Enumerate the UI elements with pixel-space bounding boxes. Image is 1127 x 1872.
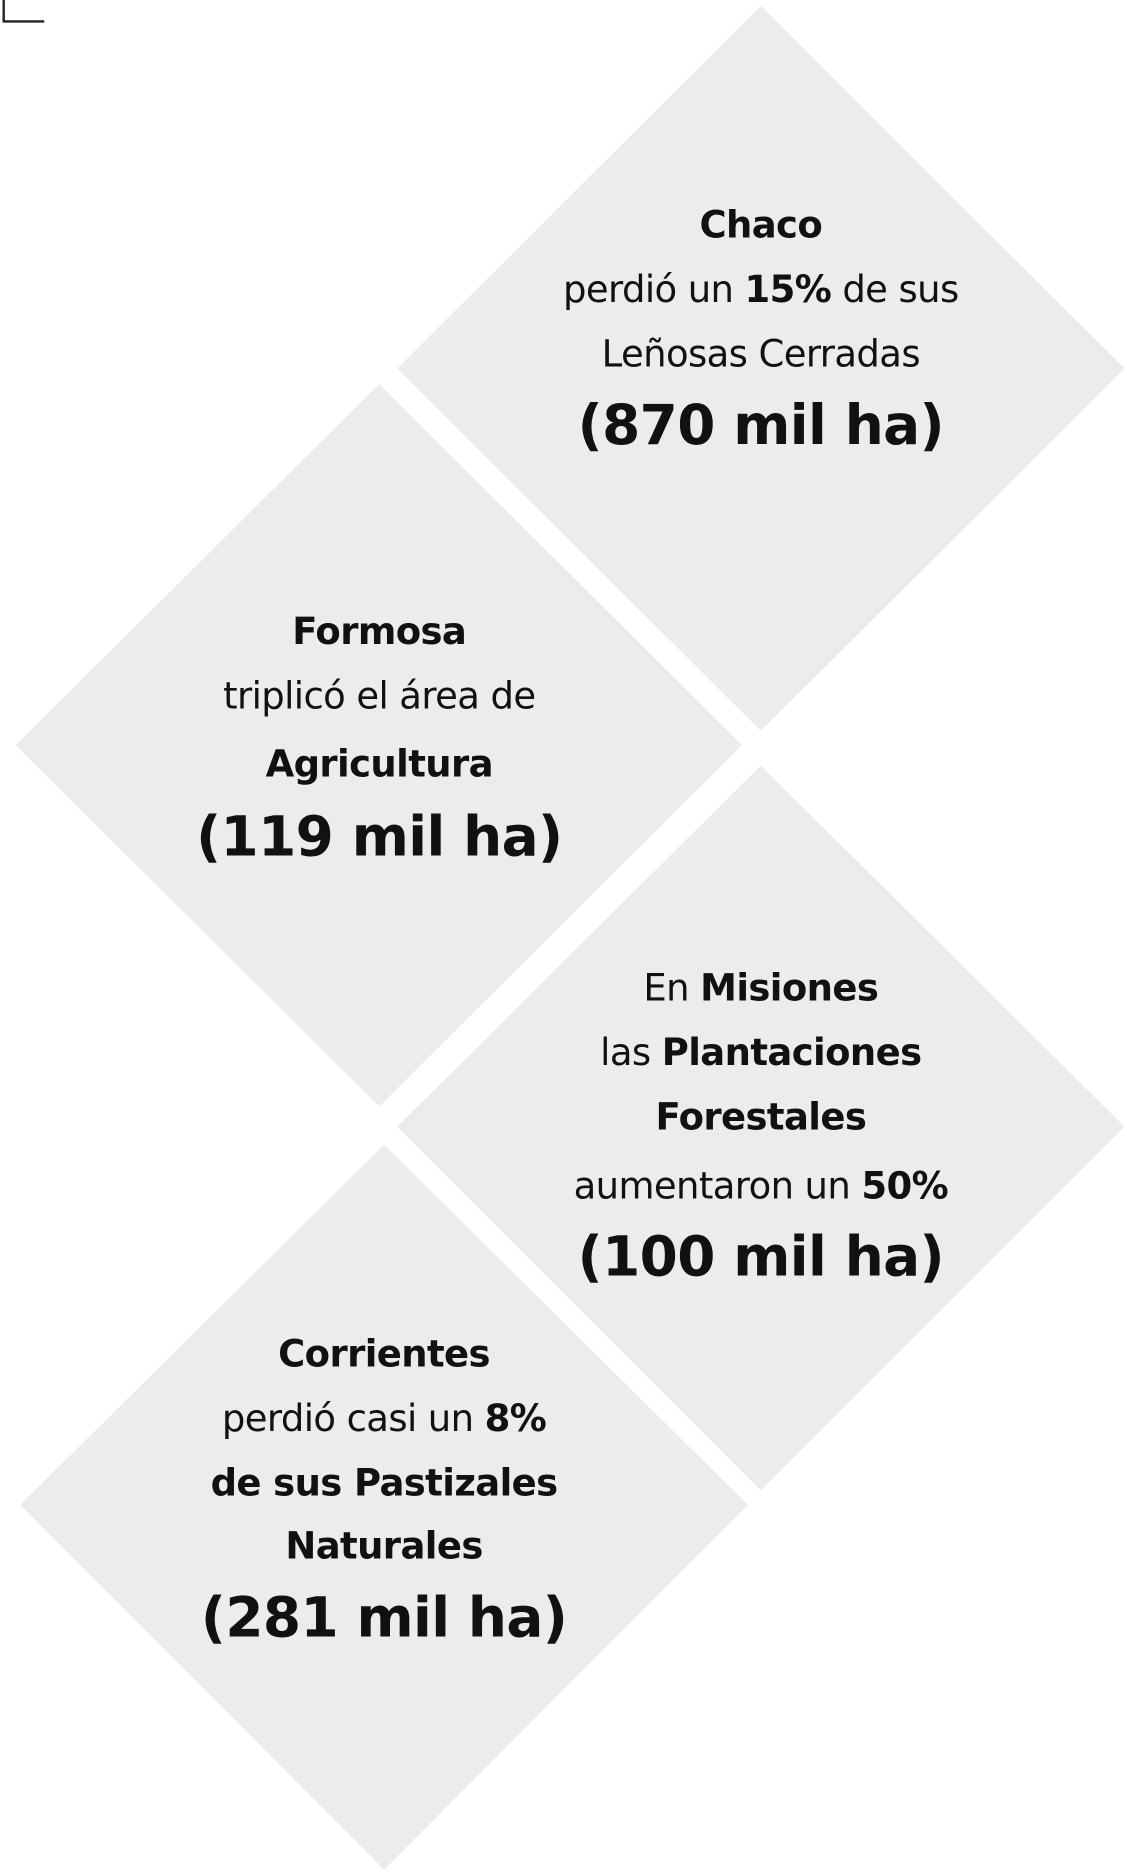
bold-text: Misiones	[700, 966, 878, 1009]
bold-text: Chaco	[699, 203, 822, 246]
card-line: Chaco	[699, 203, 822, 246]
text: de sus	[831, 267, 958, 310]
card-line: aumentaron un 50%	[574, 1164, 948, 1207]
bold-text: Plantaciones	[662, 1031, 922, 1074]
card-line: Forestales	[655, 1095, 866, 1138]
bold-text: Formosa	[292, 610, 466, 653]
bold-text: (119 mil ha)	[196, 805, 562, 869]
text: perdió casi un	[222, 1397, 485, 1440]
bold-text: (281 mil ha)	[201, 1586, 567, 1650]
card-line: En Misiones	[643, 966, 878, 1009]
diamond	[20, 1144, 748, 1870]
text: aumentaron un	[574, 1164, 862, 1207]
bold-text: Forestales	[655, 1095, 866, 1138]
diamond	[15, 383, 742, 1107]
corner-mark	[2, 0, 45, 23]
card-line: triplicó el área de	[223, 674, 535, 717]
bold-text: 8%	[485, 1397, 547, 1440]
text: triplicó el área de	[223, 674, 535, 717]
bold-text: de sus Pastizales	[211, 1461, 558, 1504]
bold-text: 50%	[861, 1164, 948, 1207]
card-figure: (100 mil ha)	[578, 1224, 944, 1288]
text: perdió un	[563, 267, 744, 310]
card-figure: (119 mil ha)	[196, 805, 562, 869]
text: las	[600, 1031, 662, 1074]
card-line: Formosa	[292, 610, 466, 653]
card-line: las Plantaciones	[600, 1031, 921, 1074]
bold-text: (870 mil ha)	[578, 393, 944, 457]
bold-text: 15%	[745, 267, 832, 310]
diamond	[397, 5, 1125, 731]
card-line: Naturales	[285, 1524, 482, 1567]
card-line: de sus Pastizales	[211, 1461, 558, 1504]
bold-text: (100 mil ha)	[578, 1224, 944, 1288]
card-figure: (281 mil ha)	[201, 1586, 567, 1650]
text: En	[643, 966, 700, 1009]
card-figure: (870 mil ha)	[578, 393, 944, 457]
card-line: Agricultura	[266, 742, 493, 785]
bold-text: Naturales	[285, 1524, 482, 1567]
card-line: perdió un 15% de sus	[563, 267, 959, 310]
card-line: perdió casi un 8%	[222, 1397, 546, 1440]
bold-text: Agricultura	[266, 742, 493, 785]
card-line: Corrientes	[278, 1332, 490, 1375]
bold-text: Corrientes	[278, 1332, 490, 1375]
card-line: Leñosas Cerradas	[602, 332, 920, 375]
diamond	[397, 765, 1125, 1491]
text: Leñosas Cerradas	[602, 332, 920, 375]
